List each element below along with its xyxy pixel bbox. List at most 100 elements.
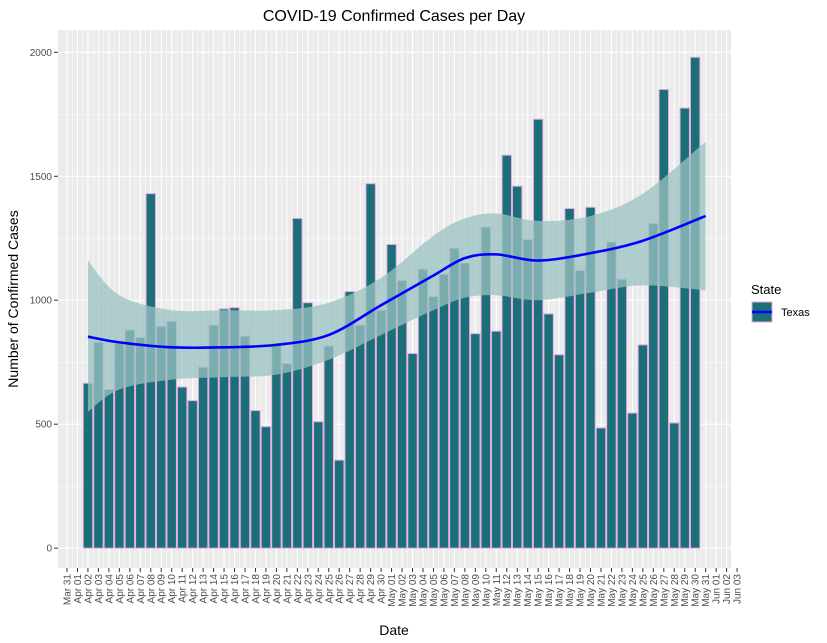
- x-tick-label: Jun 02: [722, 574, 733, 604]
- x-tick-label: May 09: [471, 574, 482, 607]
- x-tick-label: May 13: [513, 574, 524, 607]
- x-tick-label: Apr 14: [209, 574, 220, 604]
- x-tick-label: May 01: [387, 574, 398, 607]
- y-tick-label: 2000: [30, 48, 53, 59]
- bar-may-11: [491, 330, 502, 549]
- bar-apr-02: [82, 382, 94, 549]
- legend: State Texas: [751, 282, 810, 323]
- x-tick-label: May 08: [460, 574, 471, 607]
- x-tick-label: Apr 25: [324, 574, 335, 604]
- x-tick-label: Apr 09: [157, 574, 168, 604]
- x-tick-label: Jun 01: [712, 574, 723, 604]
- bar-may-20: [585, 206, 596, 549]
- x-tick-label: Apr 23: [303, 574, 314, 604]
- x-tick-label: Apr 26: [335, 574, 346, 604]
- bar-may-29: [679, 107, 690, 549]
- bar-may-13: [512, 185, 523, 549]
- bar-may-09: [470, 333, 481, 549]
- x-tick-label: May 31: [701, 574, 712, 607]
- bar-may-05: [428, 296, 439, 549]
- bar-may-21: [595, 427, 607, 549]
- x-tick-label: Apr 16: [230, 574, 241, 604]
- legend-title: State: [751, 282, 781, 297]
- bar-may-18: [564, 208, 575, 549]
- bar-may-25: [637, 344, 649, 549]
- x-tick-label: May 15: [534, 574, 545, 607]
- x-tick-label: Apr 13: [199, 574, 210, 604]
- x-tick-label: Apr 18: [251, 574, 262, 604]
- y-axis: 0 500 1000 1500 2000: [30, 48, 58, 555]
- x-tick-label: May 26: [649, 574, 660, 607]
- x-tick-label: May 20: [586, 574, 597, 607]
- bar-may-27: [658, 89, 669, 549]
- bar-may-15: [532, 118, 544, 549]
- bar-apr-12: [187, 400, 198, 549]
- bar-apr-19: [260, 426, 272, 549]
- x-tick-label: May 05: [429, 574, 440, 607]
- x-tick-label: Apr 01: [73, 574, 84, 604]
- bar-may-17: [553, 354, 565, 549]
- bar-may-08: [459, 262, 471, 549]
- x-tick-label: May 17: [555, 574, 566, 607]
- bar-may-19: [574, 269, 586, 549]
- x-tick-label: Apr 07: [136, 574, 147, 604]
- bar-apr-23: [302, 302, 314, 549]
- bar-apr-29: [365, 183, 376, 549]
- bar-apr-11: [176, 386, 188, 549]
- bar-apr-26: [334, 459, 345, 549]
- bar-apr-18: [250, 410, 261, 549]
- y-tick-label: 0: [46, 544, 52, 555]
- confidence-ribbon: [87, 141, 706, 412]
- bars-group: [82, 56, 701, 549]
- legend-entry-texas: Texas: [781, 307, 810, 319]
- bar-may-28: [669, 422, 680, 549]
- x-tick-label: Apr 28: [356, 574, 367, 604]
- x-tick-label: Apr 05: [115, 574, 126, 604]
- x-tick-label: Apr 06: [125, 574, 136, 604]
- bar-may-23: [616, 278, 628, 549]
- x-tick-label: Apr 17: [240, 574, 251, 604]
- chart-title: COVID-19 Confirmed Cases per Day: [263, 8, 525, 25]
- x-tick-label: Apr 20: [272, 574, 283, 604]
- x-tick-label: May 03: [408, 574, 419, 607]
- x-tick-label: May 14: [523, 574, 534, 607]
- x-tick-label: May 16: [544, 574, 555, 607]
- x-tick-label: May 25: [638, 574, 649, 607]
- trend-line: [87, 214, 707, 350]
- x-tick-label: Mar 31: [63, 574, 74, 606]
- bar-apr-28: [354, 324, 366, 549]
- x-tick-label: May 28: [670, 574, 681, 607]
- x-tick-label: May 29: [680, 574, 691, 607]
- x-tick-label: Apr 30: [377, 574, 388, 604]
- x-tick-label: Jun 03: [733, 574, 744, 604]
- x-tick-label: May 18: [565, 574, 576, 607]
- x-axis: Mar 31 Apr 01 Apr 02 Apr 03 Apr 04 Apr 05 Apr …: [63, 568, 744, 607]
- bar-apr-22: [292, 217, 303, 549]
- y-tick-label: 500: [35, 420, 52, 431]
- x-tick-label: Apr 24: [314, 574, 325, 604]
- x-tick-label: May 22: [607, 574, 618, 607]
- bar-may-30: [690, 56, 701, 549]
- bar-apr-16: [229, 307, 240, 549]
- x-tick-label: May 07: [450, 574, 461, 607]
- confidence-ribbon-group: [87, 141, 706, 412]
- x-tick-label: May 21: [596, 574, 607, 607]
- x-tick-label: Apr 21: [282, 574, 293, 604]
- bar-apr-15: [218, 308, 230, 549]
- x-tick-label: May 02: [398, 574, 409, 607]
- bar-may-24: [627, 412, 638, 549]
- x-tick-label: May 27: [659, 574, 670, 607]
- bar-may-06: [438, 273, 450, 549]
- bar-apr-04: [103, 388, 115, 549]
- x-tick-label: May 19: [576, 574, 587, 607]
- x-tick-label: Apr 22: [293, 574, 304, 604]
- bar-apr-21: [281, 362, 293, 549]
- trend-line-group: [87, 214, 707, 350]
- bar-may-16: [543, 313, 554, 549]
- x-tick-label: Apr 03: [94, 574, 105, 604]
- bar-may-12: [501, 154, 512, 549]
- x-axis-title: Date: [379, 622, 409, 638]
- x-tick-label: Apr 02: [83, 574, 94, 604]
- x-tick-label: May 04: [418, 574, 429, 607]
